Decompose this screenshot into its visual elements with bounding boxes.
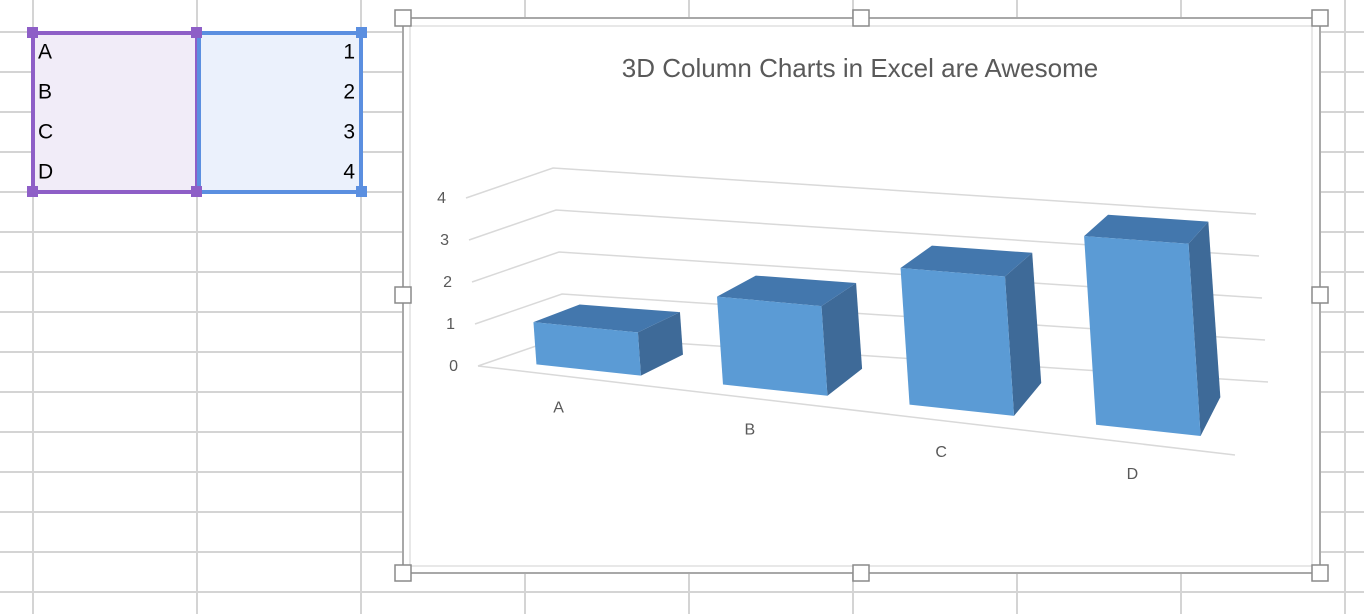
column-side (1005, 252, 1042, 416)
column-side (1188, 221, 1221, 436)
column (900, 245, 1042, 416)
handle[interactable] (27, 186, 38, 197)
y-tick-label: 3 (440, 232, 449, 249)
column-top (900, 245, 1033, 277)
handle[interactable] (191, 27, 202, 38)
column (533, 304, 683, 376)
plot: 0 1 2 3 4 A B C D (437, 167, 1269, 483)
cell-number: 4 (343, 161, 355, 184)
range-handles (27, 27, 367, 197)
y-tick-label: 1 (446, 316, 455, 333)
cell-number: 1 (343, 41, 355, 64)
cell-text: A (38, 41, 52, 64)
floor-edge (477, 365, 1236, 456)
column-top (533, 304, 680, 333)
y-tick-label: 0 (449, 358, 458, 375)
column-side (637, 312, 683, 376)
cell-number: 2 (343, 81, 355, 104)
handle[interactable] (356, 27, 367, 38)
column (716, 275, 863, 396)
x-tick-label: D (1127, 466, 1139, 483)
resize-handle[interactable] (852, 564, 870, 582)
column-side (821, 282, 863, 396)
cell-text: C (38, 121, 53, 144)
handle[interactable] (27, 27, 38, 38)
resize-handle[interactable] (1311, 9, 1329, 27)
column-top (716, 275, 857, 307)
cell-text: D (38, 161, 53, 184)
cells: A 1 B 2 C 3 D 4 (38, 41, 355, 184)
x-tick-label: C (935, 444, 947, 461)
chart-title: 3D Column Charts in Excel are Awesome (622, 53, 1098, 83)
column-front (716, 296, 828, 396)
x-tick-label: A (553, 399, 564, 416)
resize-handle[interactable] (394, 9, 412, 27)
column-front (900, 267, 1015, 416)
resize-handle[interactable] (394, 286, 412, 304)
handle[interactable] (191, 186, 202, 197)
x-tick-label: B (745, 422, 756, 439)
column-front (1084, 236, 1201, 436)
value-range (197, 33, 361, 192)
value-range-border (197, 31, 363, 194)
label-range (33, 33, 197, 192)
cell-number: 3 (343, 121, 355, 144)
y-tick-label: 4 (437, 190, 446, 207)
y-tick-label: 2 (443, 274, 452, 291)
resize-handle[interactable] (852, 9, 870, 27)
grid-line (468, 209, 1260, 257)
column (1084, 214, 1221, 436)
cell-text: B (38, 81, 52, 104)
resize-handle[interactable] (1311, 564, 1329, 582)
column-top (1084, 214, 1209, 244)
chart-handles (394, 9, 1329, 582)
resize-handle[interactable] (1311, 286, 1329, 304)
handle[interactable] (356, 186, 367, 197)
grid-line (465, 167, 1257, 215)
column-front (533, 322, 641, 376)
resize-handle[interactable] (394, 564, 412, 582)
